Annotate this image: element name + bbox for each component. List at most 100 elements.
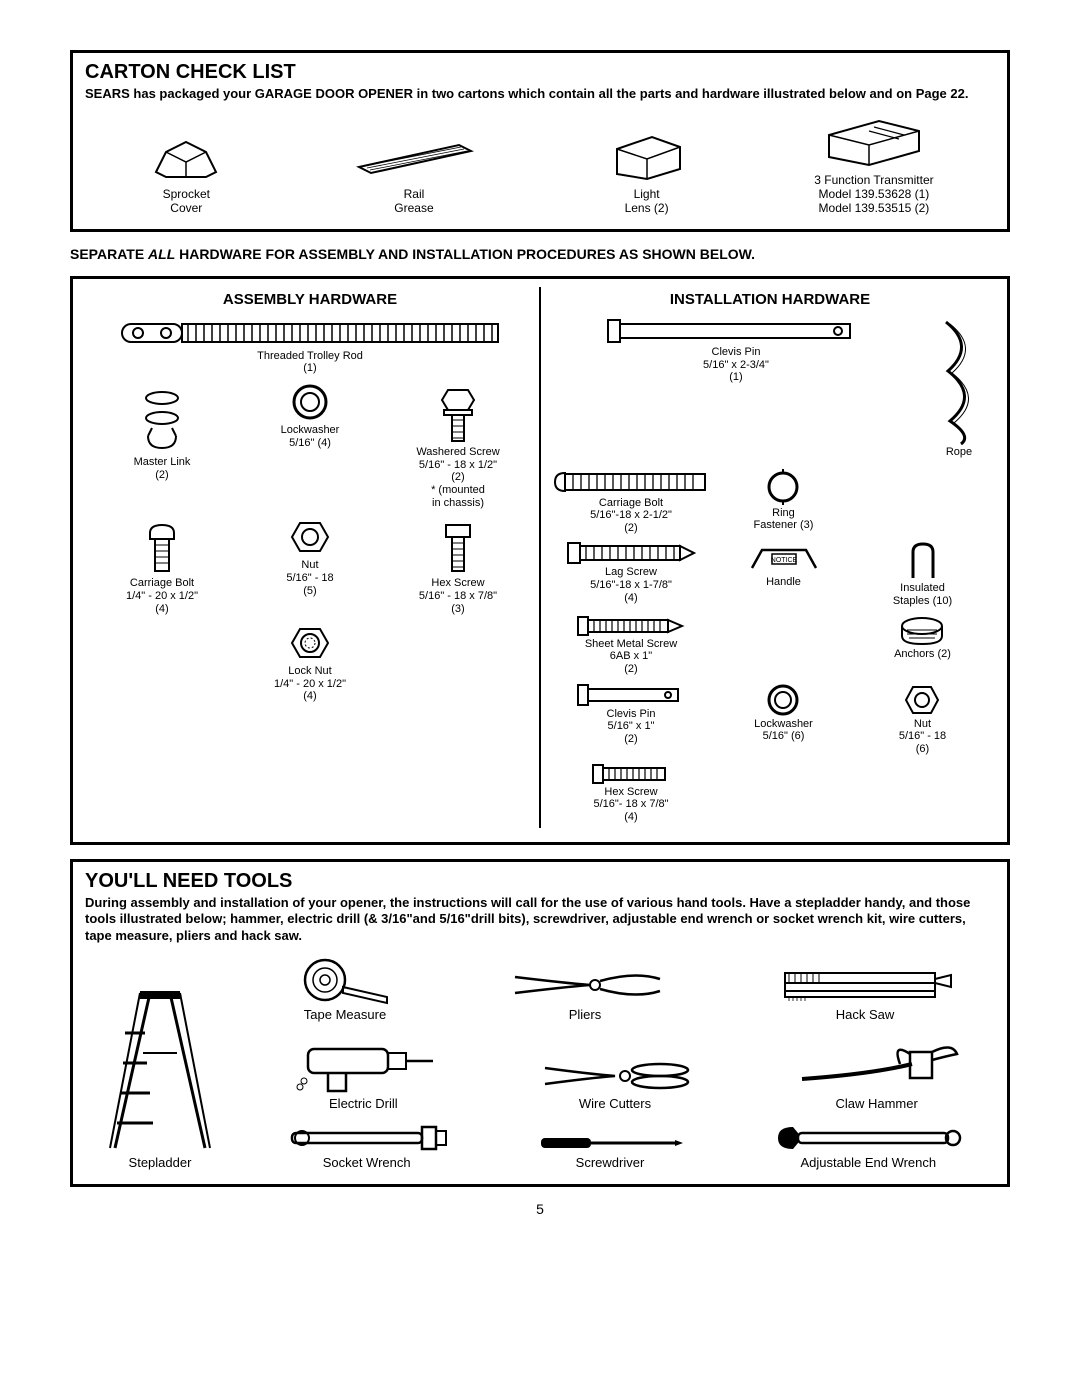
part-label: Carriage Bolt — [130, 577, 194, 590]
part-label: Threaded Trolley Rod — [257, 350, 363, 362]
svg-text:NOTICE: NOTICE — [770, 557, 797, 564]
hex-screw-icon — [440, 521, 476, 575]
part-anchors: Anchors (2) — [894, 614, 951, 661]
tool-screwdriver: Screwdriver — [535, 1133, 685, 1170]
sep-suffix: HARDWARE FOR ASSEMBLY AND INSTALLATION P… — [175, 246, 755, 262]
trolley-rod-icon — [120, 316, 500, 350]
lockwasher-icon — [288, 382, 332, 422]
part-label: (2) — [624, 522, 637, 535]
tool-tape: Tape Measure — [295, 955, 395, 1022]
part-label: Nut — [301, 559, 318, 572]
hex-screw-inst-icon — [591, 762, 671, 786]
washered-screw-icon — [436, 386, 480, 444]
hardware-divider — [539, 287, 541, 828]
part-label: Clevis Pin — [607, 708, 656, 721]
tools-title: YOU'LL NEED TOOLS — [85, 870, 995, 893]
rope-icon — [936, 316, 982, 446]
assembly-heading: ASSEMBLY HARDWARE — [91, 291, 529, 308]
lock-nut-icon — [288, 623, 332, 663]
ring-fastener-icon — [763, 467, 803, 507]
part-label: 5/16"- 18 x 7/8" — [593, 798, 668, 811]
tool-drill: Electric Drill — [288, 1039, 438, 1111]
tool-label: Wire Cutters — [535, 1096, 695, 1111]
part-label: Washered Screw — [416, 446, 499, 459]
carton-label: 3 Function Transmitter — [814, 173, 933, 187]
carton-label: Sprocket — [146, 187, 226, 201]
part-label: 1/4" - 20 x 1/2" — [126, 590, 198, 603]
part-label: Master Link — [134, 456, 191, 469]
part-label: Anchors (2) — [894, 648, 951, 661]
sep-italic: ALL — [148, 246, 175, 262]
tool-adjwrench: Adjustable End Wrench — [768, 1123, 968, 1170]
carton-label: Cover — [146, 201, 226, 215]
part-label: 5/16" (4) — [289, 437, 331, 450]
part-label: (4) — [624, 811, 637, 824]
tool-label: Adjustable End Wrench — [768, 1155, 968, 1170]
install-heading: INSTALLATION HARDWARE — [551, 291, 989, 308]
carton-items-row: Sprocket Cover Rail Grease Light Lens (2… — [85, 113, 995, 215]
part-master-link: Master Link (2) — [134, 384, 191, 481]
tool-label: Hack Saw — [775, 1007, 955, 1022]
lag-screw-icon — [566, 540, 696, 566]
part-lag-screw: Lag Screw 5/16"-18 x 1-7/8" (4) — [566, 540, 696, 604]
carton-item-transmitter: 3 Function Transmitter Model 139.53628 (… — [814, 113, 933, 215]
part-label: 6AB x 1" — [610, 650, 652, 663]
part-label: (4) — [303, 690, 316, 703]
light-lens-icon — [602, 129, 692, 184]
part-label: (4) — [155, 603, 168, 616]
carton-label: Light — [602, 187, 692, 201]
part-label: 1/4" - 20 x 1/2" — [274, 678, 346, 691]
part-label: (6) — [916, 743, 929, 756]
master-link-icon — [140, 388, 184, 454]
claw-hammer-icon — [792, 1034, 962, 1094]
part-carriage-inst: Carriage Bolt 5/16"-18 x 2-1/2" (2) — [551, 467, 711, 535]
tool-label: Screwdriver — [535, 1155, 685, 1170]
part-label: Staples (10) — [893, 595, 952, 608]
tool-label: Stepladder — [85, 1155, 235, 1170]
nut-icon — [288, 517, 332, 557]
sprocket-cover-icon — [146, 132, 226, 182]
hardware-box: ASSEMBLY HARDWARE Threaded Trolley Rod (… — [70, 276, 1010, 845]
sheet-metal-screw-icon — [576, 614, 686, 638]
pliers-icon — [505, 965, 665, 1005]
clevis-pin-long-icon — [606, 316, 866, 346]
separate-hardware-line: SEPARATE ALL HARDWARE FOR ASSEMBLY AND I… — [70, 246, 1010, 262]
tool-pliers: Pliers — [505, 965, 665, 1022]
part-rope: Rope — [929, 316, 989, 459]
part-label: (2) — [624, 733, 637, 746]
part-nut: Nut 5/16" - 18 (5) — [286, 519, 333, 597]
part-washered-screw: Washered Screw 5/16" - 18 x 1/2" (2) * (… — [416, 384, 499, 509]
tool-stepladder: Stepladder — [85, 983, 235, 1170]
assembly-hardware-col: ASSEMBLY HARDWARE Threaded Trolley Rod (… — [85, 287, 535, 828]
electric-drill-icon — [288, 1039, 438, 1094]
screwdriver-icon — [535, 1133, 685, 1153]
part-lock-nut: Lock Nut 1/4" - 20 x 1/2" (4) — [274, 625, 346, 703]
part-label: Ring — [772, 507, 795, 520]
part-label: 5/16"-18 x 1-7/8" — [590, 579, 672, 592]
carton-label: Rail — [349, 187, 479, 201]
carton-checklist-box: CARTON CHECK LIST SEARS has packaged you… — [70, 50, 1010, 232]
lockwasher-inst-icon — [763, 682, 803, 718]
part-label: (5) — [303, 585, 316, 598]
part-carriage-bolt: Carriage Bolt 1/4" - 20 x 1/2" (4) — [126, 519, 198, 615]
tool-label: Claw Hammer — [792, 1096, 962, 1111]
adjustable-wrench-icon — [768, 1123, 968, 1153]
part-label: (2) — [451, 471, 464, 484]
carton-intro: SEARS has packaged your GARAGE DOOR OPEN… — [85, 86, 995, 103]
carton-title: CARTON CHECK LIST — [85, 61, 995, 84]
tool-label: Electric Drill — [288, 1096, 438, 1111]
part-label: Lockwasher — [281, 424, 340, 437]
part-sheet-metal: Sheet Metal Screw 6AB x 1" (2) — [576, 614, 686, 676]
part-clevis-short: Clevis Pin 5/16" x 1" (2) — [576, 682, 686, 746]
part-label: Nut — [914, 718, 931, 731]
part-nut-inst: Nut 5/16" - 18 (6) — [899, 682, 946, 756]
part-label: 5/16" - 18 — [286, 572, 333, 585]
part-label: Carriage Bolt — [599, 497, 663, 510]
installation-hardware-col: INSTALLATION HARDWARE Clevis Pin 5/16" x… — [545, 287, 995, 828]
part-label: 5/16" x 2-3/4" — [703, 359, 769, 372]
rail-grease-icon — [349, 137, 479, 177]
part-label: Hex Screw — [604, 786, 657, 799]
carton-label: Grease — [349, 201, 479, 215]
part-lockwasher: Lockwasher 5/16" (4) — [281, 384, 340, 449]
part-trolley-rod: Threaded Trolley Rod (1) — [91, 316, 529, 374]
